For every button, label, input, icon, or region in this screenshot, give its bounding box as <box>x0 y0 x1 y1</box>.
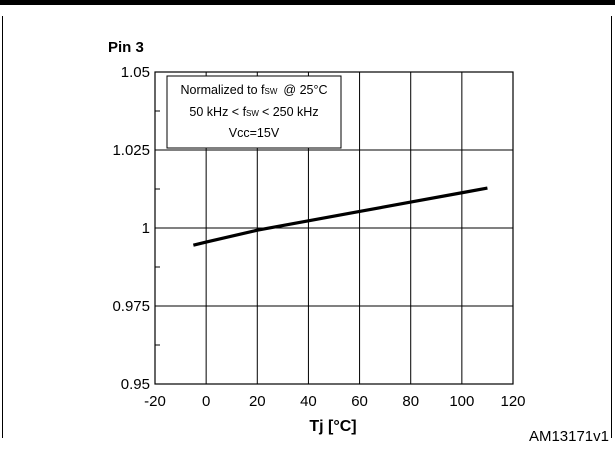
series-group <box>192 186 488 247</box>
top-rule <box>0 0 615 5</box>
figure-frame <box>2 16 612 438</box>
annotation-box: Normalized to fSW @ 25°C 50 kHz < fSW < 25… <box>166 75 342 149</box>
y-tick-label: 1.05 <box>121 64 150 81</box>
grid-horizontal <box>155 149 513 307</box>
annotation-line-2: 50 kHz < fSW < 250 kHz <box>189 105 318 119</box>
y-tick-label: 1 <box>142 220 150 237</box>
x-axis-tick-labels: -20 0 20 40 60 80 100 120 <box>144 393 525 410</box>
minor-ticks <box>155 110 160 346</box>
x-tick-label: -20 <box>144 393 166 410</box>
y-tick-label: 1.025 <box>112 142 150 159</box>
x-tick-label: 120 <box>500 393 525 410</box>
x-tick-label: 20 <box>249 393 266 410</box>
x-axis-label: Tj [°C] <box>309 418 356 435</box>
figure-id: AM13171v1 <box>528 428 609 445</box>
y-axis-tick-labels: 0.95 0.975 1 1.025 1.05 <box>112 64 150 393</box>
y-tick-label: 0.975 <box>112 298 150 315</box>
y-tick-label: 0.95 <box>121 376 150 393</box>
x-tick-label: 0 <box>202 393 210 410</box>
chart-title: Pin 3 <box>108 39 144 56</box>
x-tick-label: 100 <box>449 393 474 410</box>
x-tick-label: 40 <box>300 393 317 410</box>
plot-area <box>154 71 514 385</box>
x-tick-label: 60 <box>351 393 368 410</box>
annotation-line-3: Vcc=15V <box>229 126 280 140</box>
x-tick-label: 80 <box>402 393 419 410</box>
annotation-line-1: Normalized to fSW @ 25°C <box>180 83 327 97</box>
series-line <box>192 186 488 247</box>
